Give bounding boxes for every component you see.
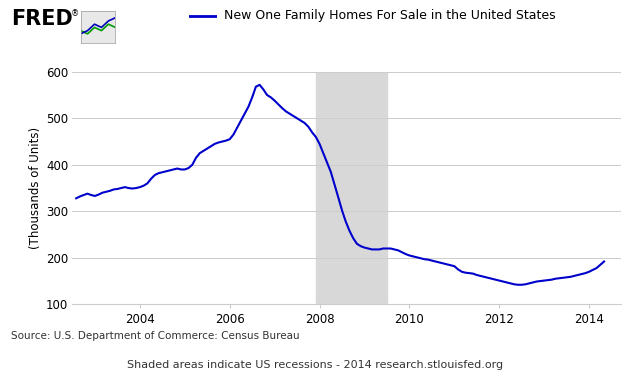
Bar: [316, 72, 387, 304]
Text: New One Family Homes For Sale in the United States: New One Family Homes For Sale in the Uni…: [224, 9, 555, 22]
Text: Shaded areas indicate US recessions - 2014 research.stlouisfed.org: Shaded areas indicate US recessions - 20…: [127, 361, 503, 370]
Text: ®: ®: [71, 9, 79, 19]
Text: FRED: FRED: [11, 9, 73, 29]
Y-axis label: (Thousands of Units): (Thousands of Units): [29, 127, 42, 249]
Text: Source: U.S. Department of Commerce: Census Bureau: Source: U.S. Department of Commerce: Cen…: [11, 331, 300, 341]
